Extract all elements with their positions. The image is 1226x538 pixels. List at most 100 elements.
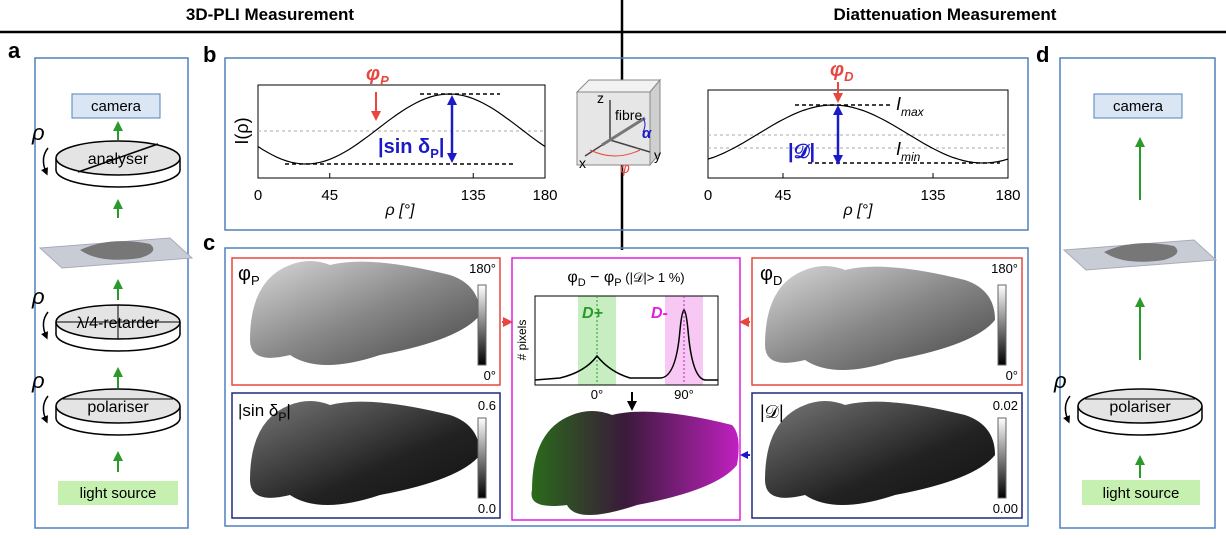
- panel-label: d: [1036, 42, 1049, 67]
- map-label: |𝒟|: [760, 402, 784, 422]
- rho-label: ρ: [1053, 368, 1067, 393]
- shape: [534, 309, 718, 381]
- shape: [71, 93, 161, 119]
- map-symbol: |sin δ: [238, 401, 278, 420]
- rho-label: ρ: [31, 284, 45, 309]
- cbar-max: 0.02: [993, 398, 1018, 413]
- panel-label: c: [203, 230, 215, 255]
- group: 0 45 135 180: [704, 173, 1021, 204]
- phi-d-label: φD: [830, 59, 854, 84]
- amplitude-label: |sin δP|: [378, 136, 444, 161]
- shape: [477, 284, 487, 366]
- shape: [224, 247, 1029, 527]
- x-axis-label: ρ [°]: [385, 202, 415, 219]
- cube-fibre: fibre: [615, 107, 642, 123]
- cube-phi: φ: [620, 160, 630, 177]
- disk-label: polariser: [87, 399, 149, 416]
- shape: [997, 417, 1007, 499]
- shape: [1104, 243, 1178, 262]
- x-tick-label: 0: [704, 187, 712, 204]
- shape: [997, 284, 1007, 366]
- shape: [707, 89, 1009, 179]
- phi: φ: [366, 63, 380, 85]
- y-axis-label: I(ρ): [232, 117, 252, 144]
- map-symbol: φ: [238, 263, 251, 285]
- rotation-arrow: [1063, 395, 1071, 424]
- panel-label: b: [203, 42, 216, 67]
- t-sub1: D: [578, 277, 586, 289]
- shape: [1093, 93, 1183, 119]
- t-minus: − φ: [586, 269, 615, 286]
- x-tick-label: 180: [995, 187, 1020, 204]
- shape: [751, 257, 1023, 386]
- shape: [511, 257, 741, 521]
- map-symbol: φ: [760, 263, 773, 285]
- imin-sub: min: [901, 150, 921, 164]
- shape: [609, 139, 651, 153]
- shape: [477, 417, 487, 499]
- imax-sub: max: [901, 105, 925, 119]
- axis-line: [77, 143, 159, 173]
- amplitude-end: |: [439, 136, 445, 158]
- map-sub: P: [278, 410, 286, 424]
- map-label: |sin δP|: [238, 401, 291, 424]
- hist-ylabel: # pixels: [515, 320, 529, 361]
- imin: I: [896, 139, 901, 159]
- shape: [1082, 480, 1200, 505]
- cbar-min: 0.00: [993, 501, 1018, 516]
- cbar-min: 0°: [484, 368, 496, 383]
- shape: [534, 295, 719, 386]
- shape: [765, 266, 995, 370]
- phi-p-label: φP: [366, 63, 389, 88]
- hist-tick: 0°: [591, 387, 603, 402]
- rho-label: ρ: [31, 120, 45, 145]
- t1: φ: [567, 269, 577, 286]
- imax: I: [896, 94, 901, 114]
- disk-label: λ/4-retarder: [77, 315, 160, 332]
- x-tick-label: 0: [254, 187, 262, 204]
- map-sub: P: [251, 273, 260, 288]
- shape: [531, 411, 739, 515]
- light-source-label: light source: [1103, 485, 1180, 502]
- rotation-arrow: [41, 311, 49, 340]
- rotation-arrow: [41, 395, 49, 424]
- x-tick-label: 45: [321, 187, 338, 204]
- camera-label: camera: [1113, 98, 1164, 115]
- difference-title: φD − φP (|𝒟|> 1 %): [567, 269, 684, 289]
- header-right: Diattenuation Measurement: [834, 5, 1057, 24]
- group: λ/4-retarder ρ: [31, 284, 181, 352]
- camera-label: camera: [91, 98, 142, 115]
- map-label: φD: [760, 263, 782, 288]
- dminus-label: D-: [651, 305, 668, 322]
- light-source-label: light source: [80, 485, 157, 502]
- cube-z: z: [597, 90, 604, 106]
- shape: [250, 261, 480, 365]
- phi: φ: [830, 59, 844, 81]
- shape: [257, 93, 546, 165]
- t-sub2: P: [614, 277, 621, 289]
- map-end: |: [286, 401, 290, 420]
- amplitude-sub: P: [430, 146, 439, 161]
- shape: [80, 241, 154, 260]
- shape: [649, 78, 661, 167]
- shape: [58, 481, 178, 505]
- diatt-label: |𝒟|: [788, 141, 815, 163]
- disk-label: polariser: [1109, 399, 1171, 416]
- shape: [765, 401, 995, 505]
- t-cond: (|𝒟|> 1 %): [622, 270, 685, 285]
- cbar-min: 0°: [1006, 368, 1018, 383]
- shape: [231, 392, 501, 519]
- x-tick-label: 135: [461, 187, 486, 204]
- shape: [575, 79, 662, 93]
- panel-label: a: [8, 38, 21, 63]
- shape: [642, 117, 646, 133]
- cube-alpha: α: [642, 125, 652, 142]
- shape: [751, 392, 1023, 519]
- x-tick-label: 180: [532, 187, 557, 204]
- shape: [707, 104, 1009, 164]
- shape: [1059, 57, 1216, 529]
- cbar-min: 0.0: [478, 501, 496, 516]
- cube-x: x: [579, 155, 586, 171]
- group: polariser ρ: [1053, 368, 1203, 436]
